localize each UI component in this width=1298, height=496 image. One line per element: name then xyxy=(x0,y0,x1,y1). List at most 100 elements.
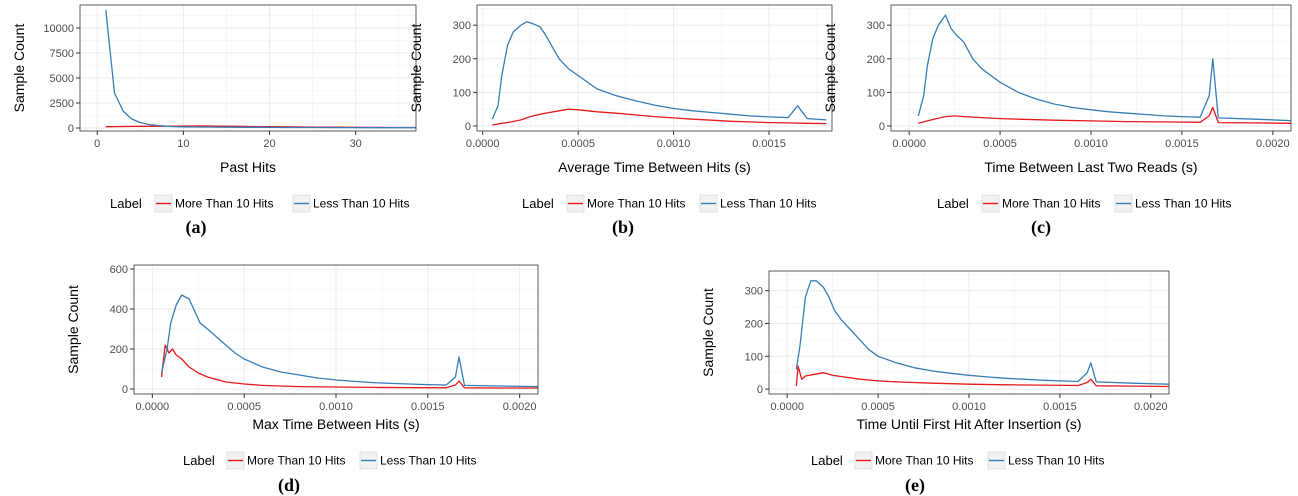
y-axis-title: Sample Count xyxy=(408,24,424,113)
legend-label: More Than 10 Hits xyxy=(1002,197,1101,211)
y-axis-title: Sample Count xyxy=(11,24,27,113)
series-line-more-than-10-hits xyxy=(160,344,538,389)
panel-border xyxy=(133,264,539,395)
x-tick-label: 0.0000 xyxy=(466,138,500,150)
x-tick-label: 0.0005 xyxy=(561,138,595,150)
x-tick-label: 0.0020 xyxy=(1256,138,1290,150)
y-tick-label: 0 xyxy=(757,384,763,396)
y-tick-label: 0 xyxy=(122,384,128,396)
x-tick-label: 0.0010 xyxy=(319,401,353,413)
chart-panel-d: 0.0000 0.0005 0.0010 0.0015 0.0020 0 200 400 600… xyxy=(65,264,539,496)
x-tick-label: 30 xyxy=(350,138,362,150)
y-tick-label: 0 xyxy=(879,121,885,133)
x-tick-label: 0.0010 xyxy=(952,401,986,413)
series-line-less-than-10-hits xyxy=(795,280,1169,385)
y-tick-label: 400 xyxy=(110,304,128,316)
y-axis-title: Sample Count xyxy=(700,288,716,377)
y-tick-label: 5000 xyxy=(50,73,74,85)
legend-label: More Than 10 Hits xyxy=(175,197,274,211)
x-tick-label: 10 xyxy=(177,138,189,150)
legend-label: More Than 10 Hits xyxy=(247,454,346,468)
y-tick-label: 100 xyxy=(867,87,885,99)
x-axis-title: Past Hits xyxy=(220,159,276,175)
x-axis-title: Time Until First Hit After Insertion (s) xyxy=(856,416,1081,432)
series-line-less-than-10-hits xyxy=(160,294,538,388)
x-tick-label: 0.0015 xyxy=(411,401,445,413)
panel-border xyxy=(768,270,1170,395)
legend: Label More Than 10 Hits Less Than 10 Hits xyxy=(522,194,817,213)
x-tick-label: 0.0005 xyxy=(983,138,1017,150)
x-tick-label: 0.0000 xyxy=(136,401,170,413)
series-line-more-than-10-hits xyxy=(795,365,1169,388)
legend-label: Less Than 10 Hits xyxy=(313,197,410,211)
x-tick-label: 0.0000 xyxy=(770,401,804,413)
x-axis-title: Max Time Between Hits (s) xyxy=(252,416,419,432)
legend-label: Less Than 10 Hits xyxy=(720,197,817,211)
y-tick-label: 200 xyxy=(110,344,128,356)
y-tick-label: 100 xyxy=(745,351,763,363)
x-axis-title: Time Between Last Two Reads (s) xyxy=(984,159,1197,175)
panel-caption: (e) xyxy=(905,475,925,496)
chart-panel-c: 0.0000 0.0005 0.0010 0.0015 0.0020 0 100 200 300… xyxy=(822,4,1292,238)
x-tick-label: 0.0005 xyxy=(227,401,261,413)
y-tick-label: 0 xyxy=(465,121,471,133)
y-tick-label: 600 xyxy=(110,264,128,276)
x-tick-label: 0.0015 xyxy=(1165,138,1199,150)
plot-area xyxy=(477,5,832,131)
series-line-more-than-10-hits xyxy=(492,108,827,126)
chart-panel-b: 0.0000 0.0005 0.0010 0.0015 0 100 200 300 Averag… xyxy=(408,4,833,238)
x-tick-label: 0.0020 xyxy=(1134,401,1168,413)
x-tick-label: 0 xyxy=(94,138,100,150)
legend-title: Label xyxy=(522,196,554,211)
panel-caption: (d) xyxy=(278,475,300,496)
panel-caption: (b) xyxy=(612,217,634,238)
legend: Label More Than 10 Hits Less Than 10 Hits xyxy=(811,451,1105,470)
series-line-less-than-10-hits xyxy=(917,14,1291,122)
x-axis-title: Average Time Between Hits (s) xyxy=(558,159,751,175)
y-tick-label: 10000 xyxy=(43,23,74,35)
x-tick-label: 0.0010 xyxy=(1074,138,1108,150)
x-tick-label: 0.0015 xyxy=(1043,401,1077,413)
y-tick-label: 2500 xyxy=(50,98,74,110)
chart-panel-e: 0.0000 0.0005 0.0010 0.0015 0.0020 0 100 200 300… xyxy=(700,270,1170,496)
plot-area xyxy=(80,5,416,131)
y-tick-label: 0 xyxy=(68,123,74,135)
y-tick-label: 300 xyxy=(745,286,763,298)
panel-caption: (a) xyxy=(186,217,207,238)
legend-label: Less Than 10 Hits xyxy=(1135,197,1232,211)
x-tick-label: 0.0020 xyxy=(503,401,537,413)
legend-label: Less Than 10 Hits xyxy=(380,454,477,468)
x-tick-label: 0.0000 xyxy=(892,138,926,150)
panel-caption: (c) xyxy=(1031,217,1051,238)
y-tick-label: 200 xyxy=(867,54,885,66)
legend: Label More Than 10 Hits Less Than 10 Hits xyxy=(110,194,410,213)
legend: Label More Than 10 Hits Less Than 10 Hits xyxy=(183,451,477,470)
y-tick-label: 7500 xyxy=(50,48,74,60)
x-tick-label: 0.0005 xyxy=(861,401,895,413)
legend-label: Less Than 10 Hits xyxy=(1008,454,1105,468)
legend-title: Label xyxy=(183,453,215,468)
y-axis-title: Sample Count xyxy=(65,285,81,374)
x-tick-label: 20 xyxy=(263,138,275,150)
y-tick-label: 300 xyxy=(867,20,885,32)
y-tick-label: 200 xyxy=(453,54,471,66)
y-tick-label: 300 xyxy=(453,20,471,32)
panel-border xyxy=(890,4,1292,132)
panel-border xyxy=(79,4,417,132)
y-tick-label: 200 xyxy=(745,318,763,330)
x-tick-label: 0.0015 xyxy=(752,138,786,150)
panel-border xyxy=(476,4,833,132)
series-line-less-than-10-hits xyxy=(491,21,827,121)
y-tick-label: 100 xyxy=(453,87,471,99)
legend-title: Label xyxy=(811,453,843,468)
series-line-more-than-10-hits xyxy=(918,106,1291,124)
legend-label: More Than 10 Hits xyxy=(875,454,974,468)
x-tick-label: 0.0010 xyxy=(657,138,691,150)
y-axis-title: Sample Count xyxy=(822,24,838,113)
chart-panel-a: 0 10 20 30 0 2500 5000 7500 10000 Past Hits Sample… xyxy=(11,4,417,238)
series-line-less-than-10-hits xyxy=(105,9,416,129)
legend-title: Label xyxy=(937,196,969,211)
legend-label: More Than 10 Hits xyxy=(587,197,686,211)
legend: Label More Than 10 Hits Less Than 10 Hits xyxy=(937,194,1232,213)
